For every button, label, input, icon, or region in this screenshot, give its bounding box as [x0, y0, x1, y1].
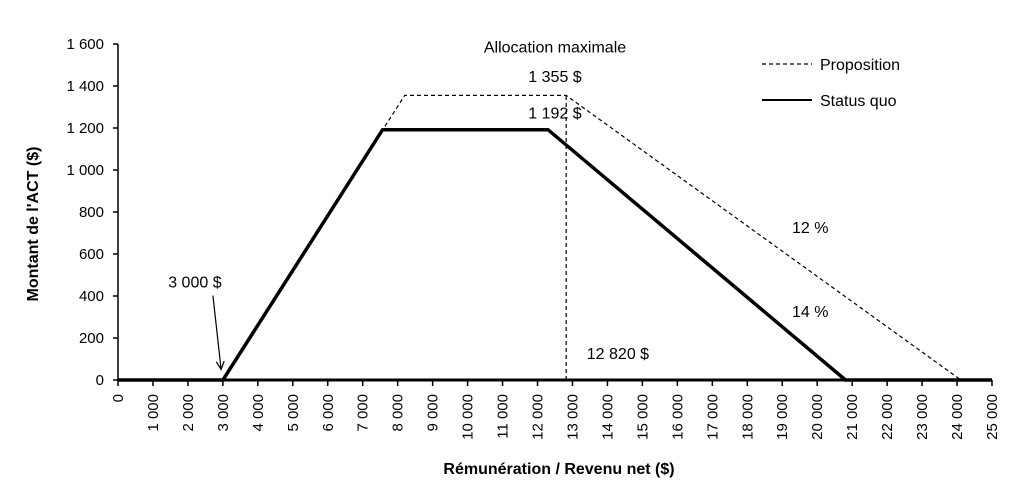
y-tick-label: 800 [79, 204, 104, 221]
x-tick-label: 3 000 [215, 394, 232, 432]
x-tick-label: 6 000 [320, 394, 337, 432]
annotation-12820: 12 820 $ [587, 346, 649, 363]
x-tick-label: 7 000 [355, 394, 372, 432]
x-tick-label: 1 000 [145, 394, 162, 432]
legend-label-proposition: Proposition [820, 57, 900, 74]
x-tick-label: 23 000 [914, 394, 931, 440]
x-tick-label: 2 000 [180, 394, 197, 432]
x-tick-label: 0 [110, 394, 127, 402]
y-tick-label: 200 [79, 330, 104, 347]
x-tick-label: 13 000 [564, 394, 581, 440]
annotation-3000: 3 000 $ [168, 275, 221, 292]
annotation-12pct: 12 % [792, 220, 828, 237]
x-tick-label: 20 000 [809, 394, 826, 440]
annotation-allocation-maximale: Allocation maximale [484, 39, 626, 56]
y-tick-label: 1 600 [66, 36, 104, 53]
y-tick-label: 400 [79, 288, 104, 305]
x-tick-label: 15 000 [634, 394, 651, 440]
y-tick-label: 600 [79, 246, 104, 263]
series-lines [118, 94, 992, 382]
annotation-arrow [212, 295, 222, 370]
y-tick-label: 1 200 [66, 120, 104, 137]
x-tick-label: 5 000 [285, 394, 302, 432]
x-tick-label: 24 000 [949, 394, 966, 440]
y-tick-label: 1 400 [66, 78, 104, 95]
x-tick-label: 4 000 [250, 394, 267, 432]
annotation-1355: 1 355 $ [528, 69, 581, 86]
annotation-arrowhead [215, 360, 225, 371]
x-tick-label: 14 000 [599, 394, 616, 440]
x-tick-label: 12 000 [530, 394, 547, 440]
x-tick-label: 16 000 [669, 394, 686, 440]
x-tick-label: 9 000 [425, 394, 442, 432]
y-axis: 0 200 400 600 800 1 000 1 200 1 400 1 600 [66, 36, 119, 389]
y-tick-label: 0 [96, 372, 104, 389]
annotation-14pct: 14 % [792, 304, 828, 321]
x-tick-label: 21 000 [844, 394, 861, 440]
x-tick-label: 8 000 [390, 394, 407, 432]
legend: Proposition Status quo [762, 57, 900, 110]
y-axis-title: Montant de l'ACT ($) [25, 147, 42, 302]
x-tick-label: 10 000 [460, 394, 477, 440]
x-axis: 0 1 000 2 000 3 000 4 000 5 000 6 000 7 000 8 00… [110, 378, 1001, 440]
legend-label-status-quo: Status quo [820, 93, 897, 110]
x-axis-title: Rémunération / Revenu net ($) [443, 461, 674, 478]
series-line-proposition [222, 94, 962, 381]
annotations: Allocation maximale 1 355 $ 1 192 $ 3 000 $… [168, 39, 828, 371]
x-tick-label: 19 000 [774, 394, 791, 440]
x-tick-label: 25 000 [984, 394, 1001, 440]
plot-area: 0 200 400 600 800 1 000 1 200 1 400 1 600 0 1 000… [66, 36, 1001, 440]
x-tick-label: 17 000 [704, 394, 721, 440]
x-tick-label: 22 000 [879, 394, 896, 440]
y-tick-label: 1 000 [66, 162, 104, 179]
annotation-1192: 1 192 $ [528, 106, 581, 123]
series-line-status-quo [118, 127, 992, 382]
x-tick-label: 18 000 [739, 394, 756, 440]
x-tick-label: 11 000 [495, 394, 512, 439]
